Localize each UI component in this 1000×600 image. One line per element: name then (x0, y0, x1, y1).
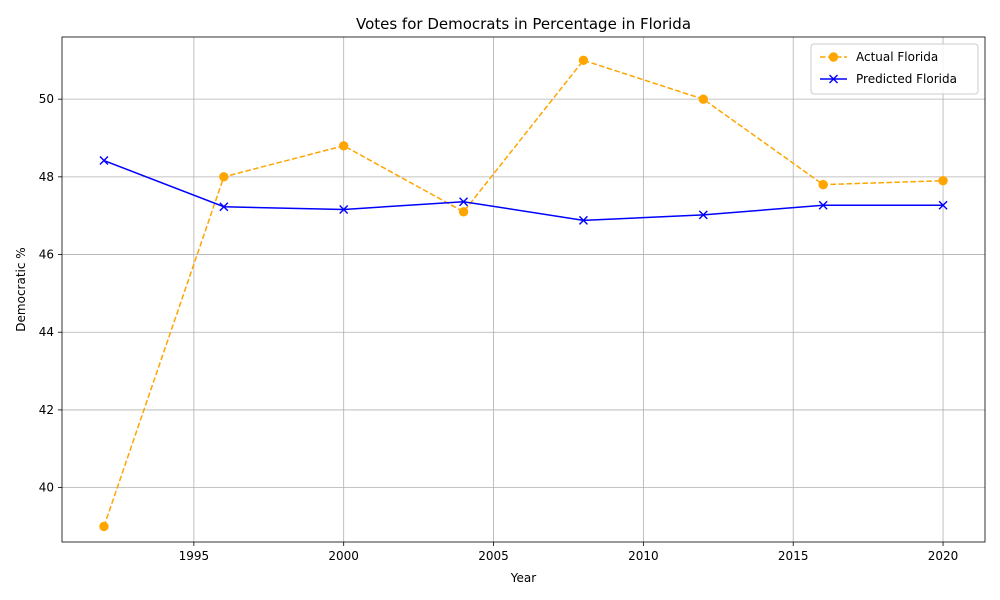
x-tick-label: 2000 (328, 549, 359, 563)
legend-entry: Predicted Florida (820, 72, 957, 86)
x-tick-label: 2020 (928, 549, 959, 563)
x-tick-label: 1995 (179, 549, 210, 563)
y-tick-label: 40 (39, 481, 54, 495)
legend-box (810, 43, 979, 95)
data-point (938, 200, 948, 210)
legend-marker (829, 74, 838, 84)
series-predicted-florida (99, 156, 948, 225)
y-tick-label: 46 (39, 248, 54, 262)
series-actual-florida (99, 55, 948, 532)
grid-layer (62, 37, 985, 542)
legend-label: Actual Florida (856, 50, 938, 64)
data-point (99, 156, 109, 166)
data-point (219, 202, 229, 212)
y-axis-label: Democratic % (14, 247, 28, 331)
data-point (459, 197, 469, 207)
data-point (578, 215, 588, 225)
series-line (103, 59, 944, 527)
y-tick-label: 44 (39, 325, 54, 339)
x-axis-label: Year (510, 571, 536, 585)
y-tick-label: 42 (39, 403, 54, 417)
data-point (338, 141, 349, 151)
x-tick-label: 2005 (478, 549, 509, 563)
data-point (818, 179, 828, 190)
data-point (578, 55, 589, 66)
data-point (339, 204, 349, 214)
data-point (99, 521, 109, 532)
series-line (103, 159, 944, 222)
data-point (458, 207, 469, 217)
legend-label: Predicted Florida (856, 72, 957, 86)
legend-entry: Actual Florida (820, 50, 938, 64)
legend-marker (828, 52, 839, 62)
y-tick-label: 50 (39, 92, 54, 106)
data-point (938, 176, 948, 186)
data-point (818, 200, 828, 210)
chart-title: Votes for Democrats in Percentage in Flo… (356, 15, 691, 33)
data-point (219, 172, 229, 182)
series-layer (99, 55, 948, 532)
data-point (698, 94, 709, 104)
x-tick-label: 2010 (628, 549, 659, 563)
tick-layer: 1995 2000 2005 2010 2015 2020 40 42 44 46 48 50 (39, 92, 959, 563)
plot-area-frame (61, 36, 986, 543)
x-tick-label: 2015 (778, 549, 809, 563)
legend: Actual Florida Predicted Florida (810, 43, 979, 95)
y-tick-label: 48 (39, 170, 54, 184)
data-point (698, 210, 708, 220)
